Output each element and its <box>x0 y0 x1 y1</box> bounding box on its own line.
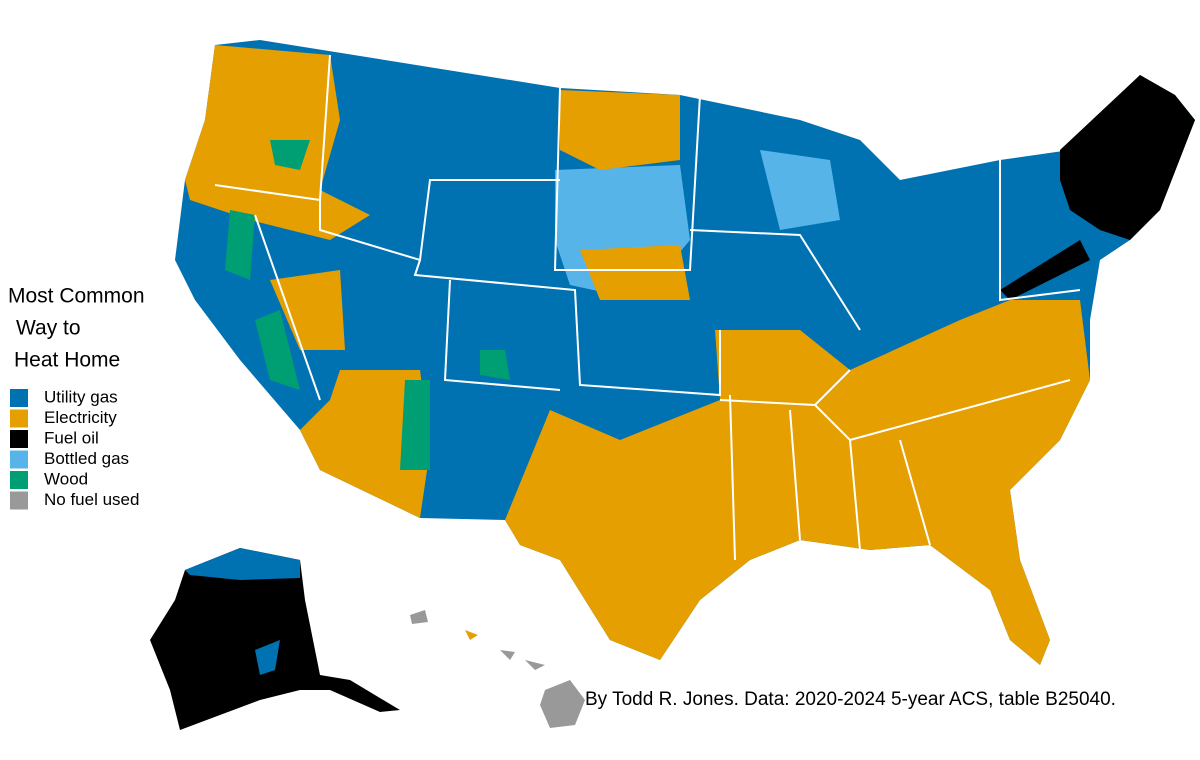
legend-label: No fuel used <box>44 490 139 509</box>
contiguous-us <box>175 40 1195 665</box>
legend-label: Electricity <box>44 408 117 427</box>
legend-title: Heat Home <box>14 349 120 372</box>
legend-label: Utility gas <box>44 387 118 406</box>
legend-label: Bottled gas <box>44 449 129 468</box>
legend-swatch <box>10 409 28 428</box>
legend-swatch <box>10 491 28 510</box>
legend-swatch <box>10 430 28 448</box>
legend-swatch <box>10 471 28 489</box>
credit: By Todd R. Jones. Data: 2020-2024 5-year… <box>585 689 1116 710</box>
legend-label: Fuel oil <box>44 428 99 447</box>
legend-swatch <box>10 450 28 469</box>
alaska <box>150 548 400 730</box>
legend-swatch <box>10 389 28 407</box>
hawaii <box>410 610 585 728</box>
legend-label: Wood <box>44 469 88 488</box>
legend-title: Way to <box>16 317 81 340</box>
legend-title: Most Common <box>8 285 145 308</box>
legend: Most Common Way to Heat Home Utility gas… <box>8 285 145 510</box>
